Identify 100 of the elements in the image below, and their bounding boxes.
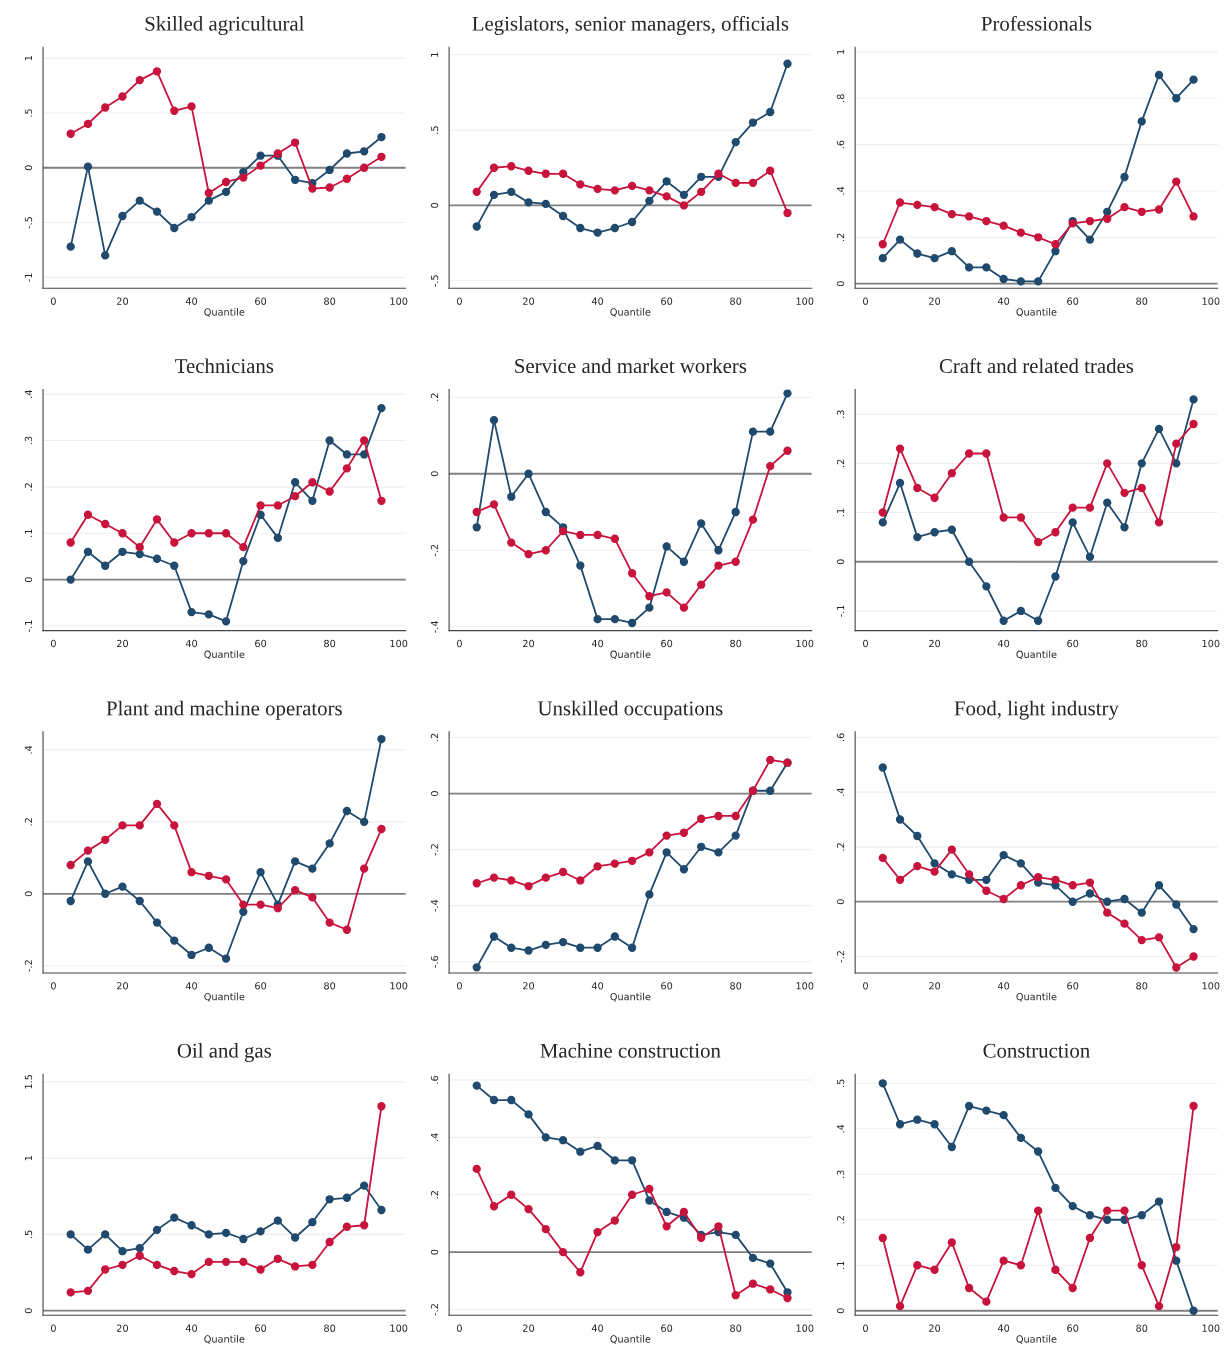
point [982,582,991,591]
point [999,513,1008,522]
point [472,222,481,231]
x-axis-title: Quantile [1016,308,1057,317]
point [714,848,723,857]
point [152,67,162,76]
point [610,1156,619,1165]
point [360,1181,369,1190]
x-tick-label: 0 [457,297,462,305]
point [489,500,499,509]
point [878,853,887,863]
point [1051,247,1060,256]
point [66,575,75,584]
point [714,546,723,555]
y-tick-label: .4 [837,1124,845,1133]
y-tick-label: .8 [836,94,845,102]
point [1085,889,1095,898]
point [1068,503,1077,512]
point [1068,881,1077,890]
point [913,249,922,258]
point [1016,228,1026,237]
point [645,603,654,612]
point [714,1222,723,1231]
y-tick-label: 0 [24,1308,33,1314]
point [1189,1101,1198,1111]
point [696,842,706,851]
point [273,904,283,913]
y-tick-label: .2 [24,483,32,491]
point [878,1079,887,1088]
point [576,180,585,189]
chart-title: Skilled agricultural [145,16,305,36]
point [731,557,740,566]
y-tick-label: 0 [836,559,845,565]
y-tick-label: 0 [24,165,33,171]
point [507,162,516,171]
point [964,263,974,272]
point [541,1225,550,1234]
point [507,1190,516,1199]
point [576,223,585,233]
point [913,483,922,493]
point [1085,1233,1095,1243]
point [1120,172,1129,182]
point [135,196,144,205]
y-tick-label: .2 [430,733,439,742]
point [558,169,568,178]
point [342,174,352,183]
x-tick-label: 80 [324,982,336,990]
point [66,1288,75,1297]
y-tick-label: 0 [24,577,33,583]
point [1085,503,1095,512]
x-tick-label: 20 [523,639,535,648]
point [576,530,585,540]
point [118,547,127,556]
point [731,831,740,840]
point [308,1260,317,1270]
point [1016,859,1026,868]
point [187,529,196,538]
point [83,162,93,171]
chart-title: Machine construction [540,1043,721,1058]
point [593,862,602,871]
point [878,518,887,527]
point [1172,1242,1181,1252]
point [679,201,689,210]
point [593,228,602,237]
chart-title: Food, light industry [954,700,1119,720]
y-tick-label: .4 [837,788,845,796]
point [783,208,792,218]
point [731,137,740,147]
point [999,616,1008,625]
point [325,1195,334,1204]
point [731,1230,740,1240]
point [204,610,213,619]
point [489,190,499,200]
y-tick-label: -.5 [430,275,439,287]
chart-title: Oil and gas [177,1043,272,1063]
point [679,603,689,612]
point [290,492,300,501]
x-tick-label: 60 [1067,982,1079,990]
y-tick-label: .5 [837,1079,845,1087]
point [982,263,991,272]
point [66,896,75,906]
point [696,172,706,181]
point [83,846,93,855]
point [360,147,369,156]
point [1154,518,1164,527]
point [731,1291,740,1300]
point [273,1216,283,1225]
chart-title: Plant and machine operators [106,700,342,720]
point [152,1260,162,1270]
point [83,547,93,556]
point [239,1257,248,1267]
x-tick-label: 60 [255,639,267,648]
x-tick-label: 80 [730,982,742,990]
point [714,561,723,570]
point [221,187,231,197]
point [1103,498,1112,507]
point [472,523,481,532]
point [895,875,905,884]
point [1033,1206,1043,1215]
y-tick-label: 0 [836,899,845,905]
